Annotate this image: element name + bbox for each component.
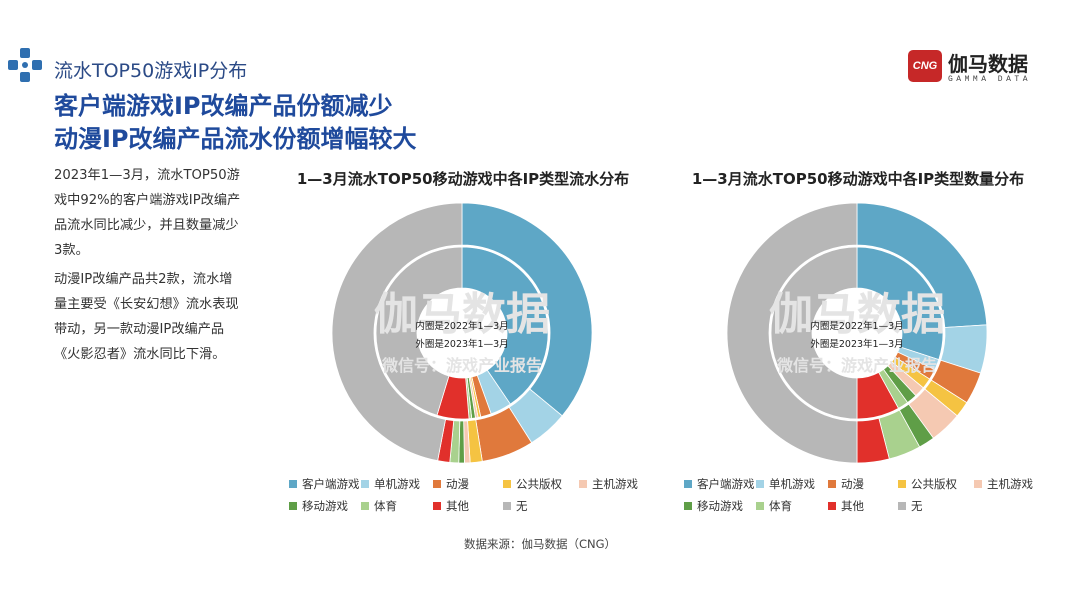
- legend-revenue: 客户端游戏 单机游戏 动漫 公共版权 主机游戏移动游戏 体育 其他 无: [289, 476, 649, 516]
- legend-label: 客户端游戏: [697, 477, 755, 491]
- body-paragraph-1: 2023年1—3月，流水TOP50游戏中92%的客户端游戏IP改编产品流水同比减…: [54, 168, 241, 258]
- legend-label: 公共版权: [516, 477, 562, 491]
- legend-label: 动漫: [841, 477, 864, 491]
- legend-swatch: [828, 480, 836, 488]
- inner-slice-0: [856, 246, 944, 361]
- legend-count: 客户端游戏 单机游戏 动漫 公共版权 主机游戏移动游戏 体育 其他 无: [684, 476, 1044, 516]
- legend-label: 其他: [841, 499, 864, 513]
- gamepad-icon: [8, 48, 42, 82]
- inner-slice-8: [770, 246, 858, 420]
- legend-swatch: [361, 480, 369, 488]
- donut-slices: [726, 202, 988, 464]
- legend-item: 单机游戏: [756, 476, 815, 492]
- outer-slice-0: [461, 202, 593, 417]
- watermark-sub: 微信号：游戏产业报告: [776, 356, 937, 375]
- legend-item: 主机游戏: [974, 476, 1033, 492]
- page-headline-2: 动漫IP改编产品流水份额增幅较大: [54, 125, 417, 153]
- legend-label: 公共版权: [911, 477, 957, 491]
- legend-label: 体育: [769, 499, 792, 513]
- legend-item: 其他: [828, 498, 864, 514]
- legend-label: 移动游戏: [302, 499, 348, 513]
- legend-swatch: [361, 502, 369, 510]
- legend-item: 公共版权: [503, 476, 562, 492]
- legend-item: 客户端游戏: [289, 476, 360, 492]
- chart-title-revenue: 1—3月流水TOP50移动游戏中各IP类型流水分布: [296, 170, 630, 188]
- legend-label: 无: [516, 499, 528, 513]
- legend-item: 体育: [756, 498, 792, 514]
- legend-swatch: [684, 502, 692, 510]
- legend-swatch: [684, 480, 692, 488]
- legend-item: 公共版权: [898, 476, 957, 492]
- legend-item: 客户端游戏: [684, 476, 755, 492]
- legend-label: 单机游戏: [374, 477, 420, 491]
- legend-item: 无: [503, 498, 528, 514]
- legend-swatch: [828, 502, 836, 510]
- inner-slice-8: [375, 246, 463, 416]
- legend-label: 无: [911, 499, 923, 513]
- legend-item: 移动游戏: [289, 498, 348, 514]
- donut-chart-revenue: 伽马数据 微信号：游戏产业报告 内圈是2022年1—3月 外圈是2023年1—3…: [331, 202, 593, 464]
- legend-label: 客户端游戏: [302, 477, 360, 491]
- brand-name-en: GAMMA DATA: [948, 75, 1032, 84]
- chart-title-count: 1—3月流水TOP50移动游戏中各IP类型数量分布: [691, 170, 1025, 188]
- page-headline-1: 客户端游戏IP改编产品份额减少: [54, 92, 393, 120]
- legend-item: 体育: [361, 498, 397, 514]
- legend-swatch: [503, 480, 511, 488]
- legend-swatch: [579, 480, 587, 488]
- legend-item: 主机游戏: [579, 476, 638, 492]
- legend-swatch: [898, 480, 906, 488]
- brand-name-cn: 伽马数据: [948, 52, 1028, 76]
- outer-slice-8: [726, 202, 858, 464]
- legend-swatch: [289, 502, 297, 510]
- donut-chart-count: 伽马数据 微信号：游戏产业报告 内圈是2022年1—3月 外圈是2023年1—3…: [726, 202, 988, 464]
- watermark-main: 伽马数据: [769, 289, 945, 340]
- legend-label: 移动游戏: [697, 499, 743, 513]
- legend-label: 动漫: [446, 477, 469, 491]
- brand-badge: CNG: [908, 50, 942, 82]
- legend-swatch: [289, 480, 297, 488]
- outer-ring-label: 外圈是2023年1—3月: [415, 338, 508, 350]
- legend-swatch: [756, 502, 764, 510]
- data-source: 数据来源：伽马数据（CNG）: [463, 537, 617, 551]
- legend-label: 主机游戏: [987, 477, 1033, 491]
- legend-swatch: [433, 480, 441, 488]
- outer-ring-label: 外圈是2023年1—3月: [810, 338, 903, 350]
- legend-item: 移动游戏: [684, 498, 743, 514]
- legend-label: 主机游戏: [592, 477, 638, 491]
- donut-slices: [331, 202, 593, 464]
- legend-label: 体育: [374, 499, 397, 513]
- legend-label: 单机游戏: [769, 477, 815, 491]
- inner-ring-label: 内圈是2022年1—3月: [810, 320, 903, 332]
- legend-label: 其他: [446, 499, 469, 513]
- legend-item: 单机游戏: [361, 476, 420, 492]
- watermark-main: 伽马数据: [374, 289, 550, 340]
- legend-swatch: [974, 480, 982, 488]
- legend-swatch: [756, 480, 764, 488]
- legend-swatch: [503, 502, 511, 510]
- inner-ring-label: 内圈是2022年1—3月: [415, 320, 508, 332]
- legend-item: 动漫: [828, 476, 864, 492]
- inner-slice-0: [461, 246, 549, 405]
- legend-swatch: [898, 502, 906, 510]
- legend-item: 无: [898, 498, 923, 514]
- body-paragraph-2: 动漫IP改编产品共2款，流水增量主要受《长安幻想》流水表现带动，另一款动漫IP改…: [54, 272, 239, 362]
- watermark-sub: 微信号：游戏产业报告: [381, 356, 542, 375]
- outer-slice-8: [331, 202, 463, 462]
- legend-item: 动漫: [433, 476, 469, 492]
- legend-swatch: [433, 502, 441, 510]
- legend-item: 其他: [433, 498, 469, 514]
- brand-logo: CNG 伽马数据 GAMMA DATA: [908, 48, 1038, 88]
- page-kicker: 流水TOP50游戏IP分布: [54, 60, 248, 82]
